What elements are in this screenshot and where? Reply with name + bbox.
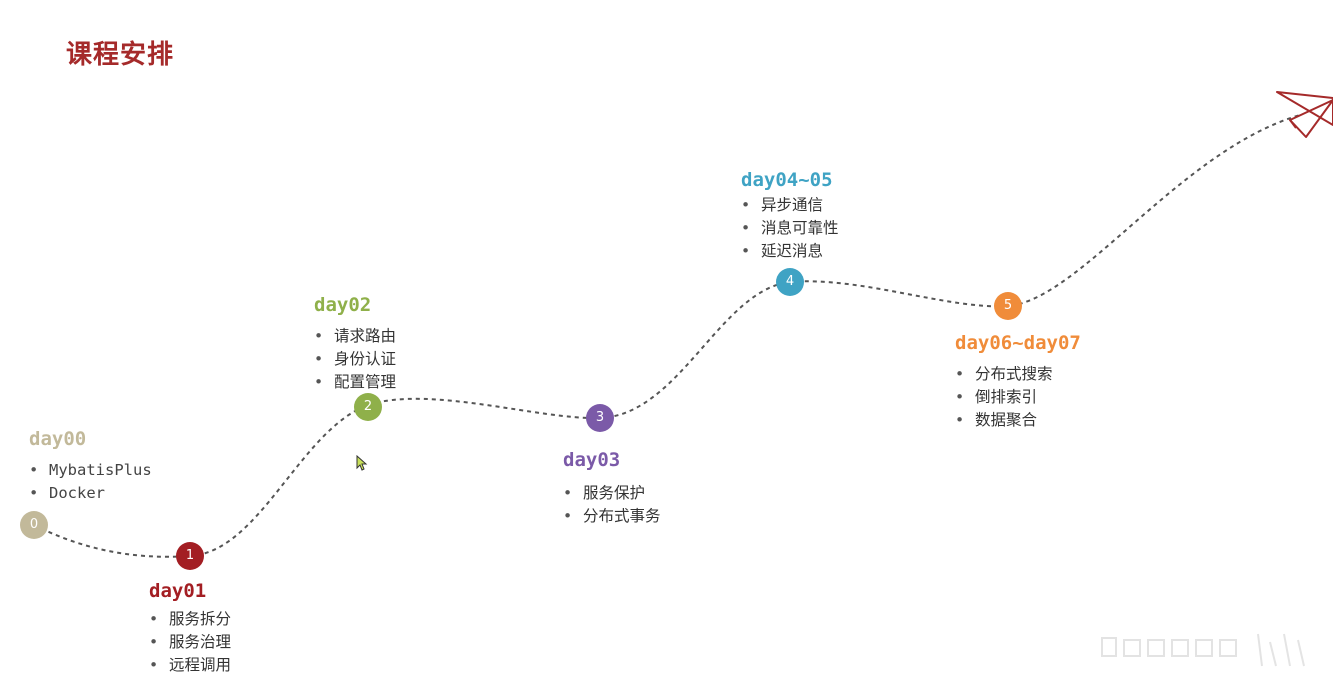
stage-4-day: day04~05: [741, 169, 833, 191]
stage-0-list: MybatisPlus Docker: [29, 459, 152, 505]
list-item: 分布式搜索: [955, 363, 1053, 386]
list-item: 异步通信: [741, 194, 839, 217]
list-item: 服务保护: [563, 482, 661, 505]
stage-5-list: 分布式搜索 倒排索引 数据聚合: [955, 363, 1053, 432]
stage-4-node: 4: [776, 268, 804, 296]
list-item: 请求路由: [314, 325, 396, 348]
stage-5-node: 5: [994, 292, 1022, 320]
list-item: 身份认证: [314, 348, 396, 371]
list-item: MybatisPlus: [29, 459, 152, 482]
list-item: 配置管理: [314, 371, 396, 394]
stage-1-list: 服务拆分 服务治理 远程调用: [149, 608, 231, 677]
page-title: 课程安排: [66, 40, 175, 70]
stage-4-list: 异步通信 消息可靠性 延迟消息: [741, 194, 839, 263]
stage-0-node: 0: [20, 511, 48, 539]
stage-2-day: day02: [314, 294, 372, 316]
stage-5-day: day06~day07: [955, 332, 1081, 354]
list-item: 消息可靠性: [741, 217, 839, 240]
stage-1-node: 1: [176, 542, 204, 570]
list-item: 延迟消息: [741, 240, 839, 263]
stage-3-node: 3: [586, 404, 614, 432]
stage-0-day: day00: [29, 428, 87, 450]
list-item: 远程调用: [149, 654, 231, 677]
paper-plane-icon: [1276, 91, 1333, 138]
list-item: Docker: [29, 482, 152, 505]
list-item: 服务拆分: [149, 608, 231, 631]
mouse-cursor-icon: [356, 455, 368, 471]
stage-2-node: 2: [354, 393, 382, 421]
stage-3-day: day03: [563, 449, 621, 471]
list-item: 数据聚合: [955, 409, 1053, 432]
list-item: 倒排索引: [955, 386, 1053, 409]
stage-1-day: day01: [149, 580, 207, 602]
list-item: 分布式事务: [563, 505, 661, 528]
watermark-logo: [1101, 633, 1305, 667]
stage-2-list: 请求路由 身份认证 配置管理: [314, 325, 396, 394]
list-item: 服务治理: [149, 631, 231, 654]
stage-3-list: 服务保护 分布式事务: [563, 482, 661, 528]
